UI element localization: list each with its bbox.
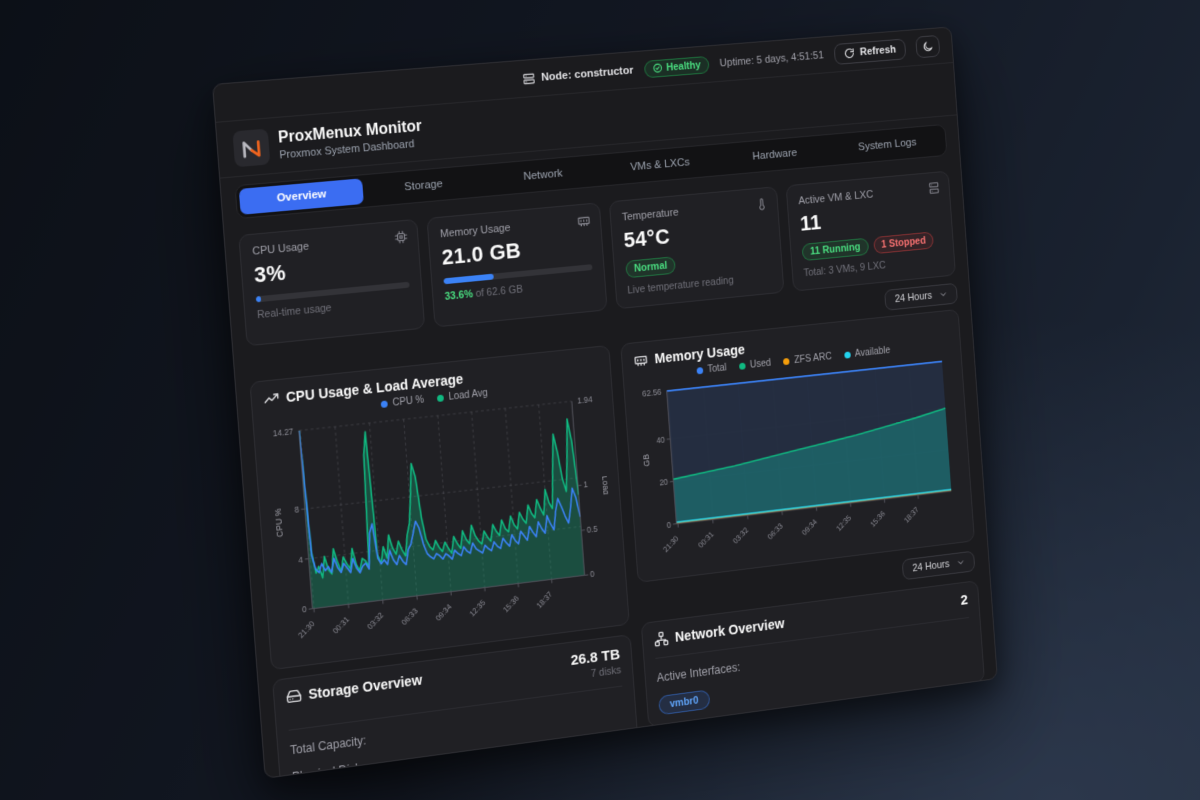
- left-column: CPU Usage & Load Average CPU % Load Avg 0…: [249, 344, 639, 779]
- dashboard-window: Node: constructor Healthy Uptime: 5 days…: [212, 26, 998, 779]
- app-logo: [232, 128, 271, 167]
- svg-text:4: 4: [298, 554, 304, 565]
- cpu-load-chart-card: CPU Usage & Load Average CPU % Load Avg 0…: [249, 344, 630, 671]
- memory-icon: [576, 213, 591, 229]
- svg-text:0: 0: [302, 604, 308, 615]
- cpu-icon: [394, 230, 408, 245]
- running-badge: 11 Running: [801, 237, 869, 262]
- cpu-load-chart: 0 4 8 14.27 0 0.5 1 1.94 21:30 00:31 03:32 06:33 09:…: [272, 394, 611, 640]
- app-header: ProxMenux Monitor Proxmox System Dashboa…: [215, 62, 957, 179]
- theme-toggle-button[interactable]: [915, 34, 941, 59]
- legend-item: Used: [739, 358, 771, 372]
- legend-dot: [843, 351, 851, 359]
- legend-dot: [696, 367, 704, 375]
- svg-text:12:35: 12:35: [468, 598, 488, 619]
- svg-text:12:35: 12:35: [835, 513, 854, 533]
- svg-text:03:32: 03:32: [366, 611, 386, 631]
- content-columns: CPU Usage & Load Average CPU % Load Avg 0…: [236, 306, 998, 779]
- memory-progress-fill: [443, 273, 495, 285]
- chevron-down-icon: [939, 289, 948, 299]
- svg-text:21:30: 21:30: [296, 619, 316, 640]
- stopped-badge: 1 Stopped: [872, 231, 935, 255]
- legend-item: Total: [696, 363, 727, 377]
- svg-text:8: 8: [294, 504, 300, 514]
- interface-badge: vmbr0: [658, 689, 711, 716]
- legend-dot: [380, 400, 389, 408]
- svg-text:0.5: 0.5: [586, 524, 598, 535]
- tab-system-logs[interactable]: System Logs: [857, 136, 917, 154]
- svg-text:06:33: 06:33: [400, 606, 420, 627]
- card-title: Storage Overview: [307, 671, 423, 703]
- right-column: Memory Usage Total Used ZFS ARC Available 0…: [620, 308, 985, 728]
- svg-text:20: 20: [659, 477, 669, 488]
- timeframe-select-2[interactable]: 24 Hours: [902, 550, 976, 581]
- temperature-card: Temperature 54°C Normal Live temperature…: [608, 186, 785, 310]
- svg-text:0: 0: [666, 520, 671, 530]
- svg-text:14.27: 14.27: [272, 426, 294, 438]
- card-title: Network Overview: [674, 615, 786, 646]
- node-info: Node: constructor: [522, 63, 634, 85]
- svg-text:03:32: 03:32: [731, 526, 750, 546]
- node-label: Node: constructor: [540, 64, 634, 84]
- hard-drive-icon: [286, 687, 303, 705]
- tab-network[interactable]: Network: [522, 167, 564, 183]
- uptime-text: Uptime: 5 days, 4:51:51: [719, 49, 825, 69]
- refresh-icon: [844, 47, 855, 59]
- svg-text:00:31: 00:31: [331, 615, 351, 635]
- svg-text:62.56: 62.56: [642, 387, 662, 399]
- thermometer-icon: [755, 197, 769, 211]
- memory-chart-card: Memory Usage Total Used ZFS ARC Available 0…: [620, 308, 975, 584]
- active-interfaces-count: 2: [960, 592, 969, 609]
- svg-text:00:31: 00:31: [697, 530, 716, 550]
- health-badge: Healthy: [643, 55, 710, 78]
- tab-storage[interactable]: Storage: [403, 178, 444, 194]
- svg-text:1.94: 1.94: [577, 394, 593, 405]
- svg-text:06:33: 06:33: [766, 521, 785, 541]
- legend-dot: [783, 357, 791, 366]
- legend-dot: [739, 362, 746, 370]
- svg-text:0: 0: [590, 569, 595, 579]
- svg-text:18:37: 18:37: [535, 590, 554, 610]
- svg-text:09:34: 09:34: [800, 517, 819, 537]
- moon-icon: [922, 40, 934, 53]
- svg-text:09:34: 09:34: [434, 602, 454, 623]
- timeframe-select[interactable]: 24 Hours: [884, 282, 958, 311]
- cpu-progress-fill: [255, 295, 261, 303]
- svg-text:Load: Load: [600, 475, 611, 495]
- svg-text:1: 1: [583, 480, 588, 490]
- svg-text:CPU %: CPU %: [273, 508, 285, 538]
- svg-text:21:30: 21:30: [662, 534, 681, 554]
- tab-vms-lxcs[interactable]: VMs & LXCs: [629, 156, 691, 174]
- proxmenux-m-icon: [243, 133, 265, 158]
- svg-text:15:36: 15:36: [869, 509, 887, 529]
- chevron-down-icon: [956, 558, 965, 568]
- active-vm-lxc-card: Active VM & LXC 11 11 Running 1 Stopped …: [785, 170, 956, 292]
- check-circle-icon: [652, 62, 663, 73]
- tab-overview[interactable]: Overview: [238, 178, 364, 215]
- memory-icon: [633, 352, 649, 369]
- svg-text:GB: GB: [641, 454, 651, 467]
- network-icon: [653, 631, 669, 648]
- svg-text:18:37: 18:37: [902, 505, 920, 524]
- legend-dot: [436, 394, 445, 403]
- server-stack-icon: [927, 181, 940, 195]
- tab-hardware[interactable]: Hardware: [752, 147, 798, 163]
- server-icon: [522, 71, 536, 86]
- cpu-usage-card: CPU Usage 3% Real-time usage: [238, 218, 426, 347]
- temperature-status-badge: Normal: [625, 256, 677, 279]
- svg-text:15:36: 15:36: [501, 594, 521, 615]
- svg-text:40: 40: [656, 435, 666, 446]
- memory-usage-card: Memory Usage 21.0 GB 33.6% of 62.6 GB: [426, 202, 608, 328]
- trending-up-icon: [263, 390, 280, 407]
- memory-chart: 0 20 40 62.56 21:30 00:31 03:32 06:33 09:34 12:35…: [641, 351, 963, 554]
- refresh-button[interactable]: Refresh: [833, 38, 907, 65]
